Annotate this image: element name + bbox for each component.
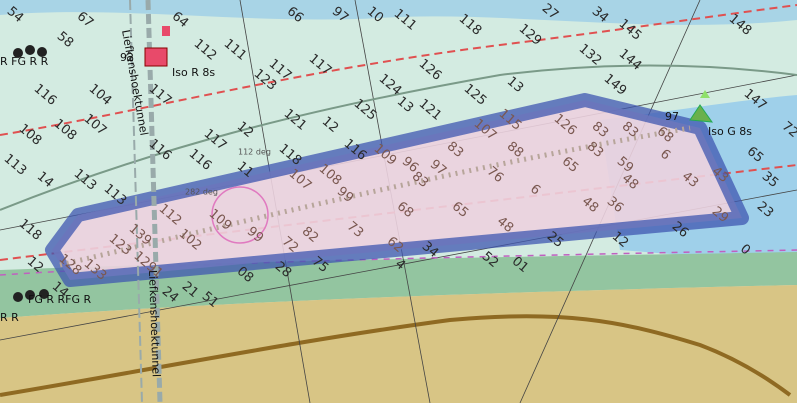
fairway-line <box>0 64 797 211</box>
light-label: Iso G 8s <box>708 125 752 138</box>
bearing-label: 112 deg <box>238 148 271 157</box>
depth-label: 92 <box>120 51 134 64</box>
light-label: R FG R R <box>0 55 49 68</box>
water-deep-top <box>0 0 797 25</box>
light <box>39 289 49 299</box>
buoy-red-top <box>162 26 170 36</box>
light <box>25 45 35 55</box>
limit-line <box>0 4 797 136</box>
light-label: R R <box>0 311 19 324</box>
light <box>37 47 47 57</box>
light <box>13 292 23 302</box>
light <box>25 290 35 300</box>
buoy-green <box>689 104 714 123</box>
buoy-red <box>144 47 168 67</box>
dredging-area <box>45 93 749 287</box>
buoy-green-top <box>700 90 710 98</box>
light-label: FG R RFG R <box>28 293 91 306</box>
tunnel <box>145 0 163 404</box>
light-label: Iso R 8s <box>172 66 215 79</box>
turning-circle <box>211 186 269 244</box>
light-markers <box>13 45 49 302</box>
tunnel <box>129 0 143 404</box>
tunnel-label: Liefkenshoektunnel <box>146 270 163 378</box>
bearing-label: 282 deg <box>185 188 218 197</box>
depth-label: 97 <box>665 110 679 123</box>
land <box>0 285 797 403</box>
road <box>0 314 792 397</box>
light <box>13 48 23 58</box>
